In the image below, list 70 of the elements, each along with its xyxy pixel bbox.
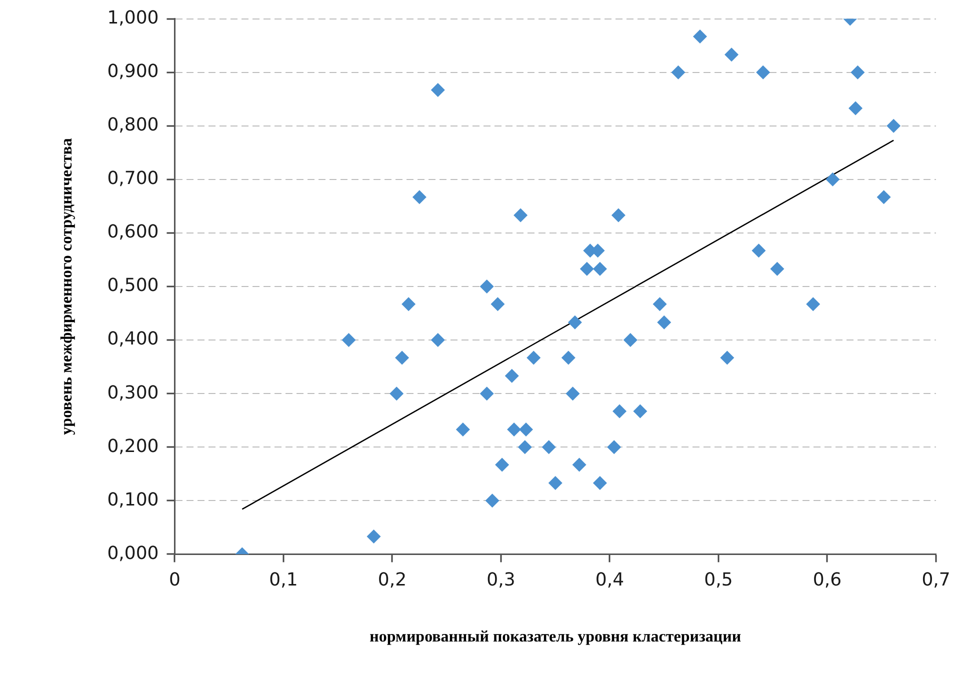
x-tick-label: 0,5 <box>704 570 733 591</box>
x-axis-title: нормированный показатель уровня кластеризации <box>370 628 742 646</box>
x-tick-label: 0,4 <box>595 570 624 591</box>
point <box>876 190 891 204</box>
y-tick-label: 1,000 <box>107 7 159 28</box>
point <box>806 297 820 312</box>
point <box>752 244 766 258</box>
point <box>430 83 445 98</box>
point <box>652 297 667 312</box>
point <box>724 48 739 62</box>
x-tick-label: 0,6 <box>812 570 842 591</box>
x-tick-label: 0 <box>169 570 180 591</box>
point <box>671 65 686 80</box>
point <box>572 458 586 472</box>
point <box>693 29 708 44</box>
point <box>402 297 416 312</box>
point <box>770 262 784 276</box>
point <box>592 476 607 490</box>
y-tick-label: 0,300 <box>107 382 159 404</box>
x-tick-label: 0,3 <box>486 570 516 591</box>
point <box>395 350 410 365</box>
point <box>826 172 840 186</box>
point <box>561 350 576 365</box>
x-tick-label: 0,7 <box>922 570 950 591</box>
point <box>612 404 627 418</box>
y-tick-label: 0,600 <box>107 222 159 243</box>
point <box>480 386 494 401</box>
point <box>480 280 494 294</box>
point <box>526 350 541 365</box>
point <box>518 440 532 454</box>
y-tick-label: 0,400 <box>107 328 159 350</box>
y-tick-label: 0,500 <box>107 275 159 296</box>
point <box>720 350 734 365</box>
point <box>490 297 505 312</box>
point <box>623 333 638 348</box>
point <box>592 262 607 276</box>
y-tick-label: 0,900 <box>107 61 159 82</box>
point <box>848 101 863 116</box>
y-tick-label: 0,800 <box>107 114 159 136</box>
point <box>342 333 356 348</box>
point <box>580 262 594 276</box>
y-tick-label: 0,000 <box>107 542 159 564</box>
point <box>495 458 510 472</box>
point <box>504 368 519 383</box>
point <box>519 422 533 436</box>
y-tick-label: 0,200 <box>107 436 159 457</box>
point <box>886 118 901 133</box>
point <box>548 476 562 490</box>
point <box>611 208 626 222</box>
y-axis-title: уровень межфирменного сотрудничества <box>58 138 76 435</box>
point <box>366 530 381 544</box>
point <box>850 65 865 80</box>
point <box>412 190 426 204</box>
x-tick-label: 0,2 <box>378 570 407 591</box>
point <box>566 386 580 401</box>
point <box>514 208 528 222</box>
point <box>485 494 500 508</box>
point <box>756 65 770 80</box>
point <box>607 440 622 454</box>
y-tick-label: 0,700 <box>107 168 159 190</box>
point <box>456 422 470 436</box>
x-tick-label: 0,1 <box>269 570 298 591</box>
point <box>542 440 556 454</box>
point <box>507 422 522 436</box>
point <box>390 386 404 401</box>
point <box>430 333 445 348</box>
point <box>633 404 648 418</box>
point <box>657 315 672 330</box>
point <box>568 315 582 330</box>
y-tick-label: 0,100 <box>107 489 159 510</box>
